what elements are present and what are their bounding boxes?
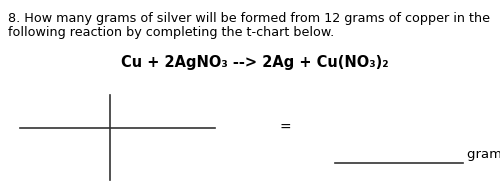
Text: 8. How many grams of silver will be formed from 12 grams of copper in the: 8. How many grams of silver will be form… [8, 12, 490, 25]
Text: Cu + 2AgNO₃ --> 2Ag + Cu(NO₃)₂: Cu + 2AgNO₃ --> 2Ag + Cu(NO₃)₂ [121, 55, 389, 70]
Text: grams Ag: grams Ag [467, 148, 500, 161]
Text: following reaction by completing the t-chart below.: following reaction by completing the t-c… [8, 26, 334, 39]
Text: =: = [279, 121, 291, 135]
